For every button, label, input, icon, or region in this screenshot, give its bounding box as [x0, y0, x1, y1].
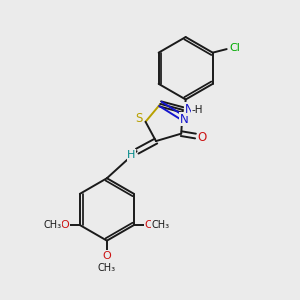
Text: S: S	[135, 112, 143, 125]
Text: -H: -H	[192, 105, 203, 115]
Text: Cl: Cl	[229, 43, 240, 53]
Text: N: N	[185, 103, 194, 116]
Text: H: H	[127, 150, 136, 160]
Text: O: O	[145, 220, 153, 230]
Text: O: O	[61, 220, 69, 230]
Text: CH₃: CH₃	[43, 220, 61, 230]
Text: N: N	[180, 112, 189, 126]
Text: O: O	[103, 251, 111, 261]
Text: CH₃: CH₃	[98, 262, 116, 273]
Text: O: O	[197, 131, 207, 144]
Text: CH₃: CH₃	[152, 220, 170, 230]
